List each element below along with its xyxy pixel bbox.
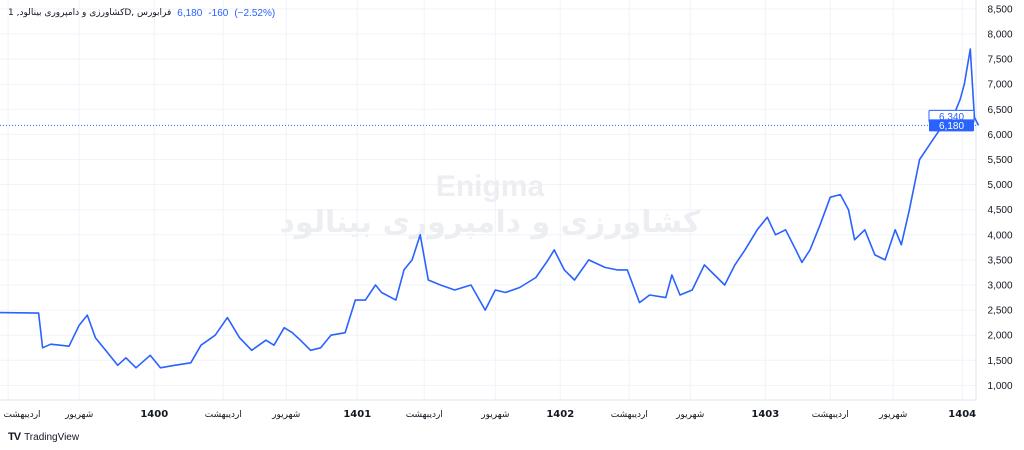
y-tick-label: 7,000: [987, 80, 1012, 91]
y-tick-label: 3,000: [987, 281, 1012, 292]
x-tick-label: شهریور: [878, 410, 907, 420]
watermark-line1: Enigma: [436, 170, 545, 203]
x-tick-label: شهریور: [271, 410, 300, 420]
chart-legend: کشاورزی و دامپروری بینالود, 1D, فرابورس …: [8, 8, 275, 19]
x-tick-label: اردیبهشت: [3, 410, 40, 420]
x-tick-label: 1404: [948, 409, 976, 420]
grid: [0, 0, 976, 400]
price-axis[interactable]: 1,000 1,500 2,000 2,500 3,000 3,500 4,000 4,500…: [987, 4, 1012, 392]
svg-text:6,340: 6,340: [939, 112, 964, 123]
y-tick-label: 1,000: [987, 381, 1012, 392]
y-tick-label: 6,500: [987, 105, 1012, 116]
tradingview-branding[interactable]: TV TradingView: [8, 431, 79, 443]
y-tick-label: 7,500: [987, 55, 1012, 66]
y-tick-label: 8,500: [987, 4, 1012, 15]
y-tick-label: 2,000: [987, 331, 1012, 342]
y-tick-label: 5,000: [987, 180, 1012, 191]
y-tick-label: 5,500: [987, 155, 1012, 166]
x-tick-label: 1400: [140, 409, 168, 420]
time-axis[interactable]: اردیبهشت شهریور 1400 اردیبهشت شهریور 1401 اردی…: [3, 409, 976, 420]
y-tick-label: 6,000: [987, 130, 1012, 141]
y-tick-label: 2,500: [987, 306, 1012, 317]
x-tick-label: شهریور: [480, 410, 509, 420]
x-tick-label: 1401: [343, 409, 371, 420]
y-tick-label: 4,000: [987, 230, 1012, 241]
x-tick-label: اردیبهشت: [406, 410, 443, 420]
watermark-line2: کشاورزی و دامپروری بینالود: [280, 205, 702, 240]
legend-change: -160: [208, 8, 229, 19]
y-tick-label: 1,500: [987, 356, 1012, 367]
y-tick-label: 4,500: [987, 205, 1012, 216]
x-tick-label: شهریور: [64, 410, 93, 420]
x-tick-label: اردیبهشت: [611, 410, 648, 420]
x-tick-label: 1402: [546, 409, 574, 420]
svg-text:6,180: 6,180: [939, 121, 964, 132]
x-tick-label: اردیبهشت: [812, 410, 849, 420]
y-tick-label: 3,500: [987, 255, 1012, 266]
last-price-label: 6,180: [929, 119, 974, 132]
legend-change-pct: (−2.52%): [234, 8, 276, 19]
x-tick-label: اردیبهشت: [205, 410, 242, 420]
x-tick-label: شهریور: [675, 410, 704, 420]
tradingview-name: TradingView: [24, 431, 80, 443]
legend-price: 6,180: [177, 8, 203, 19]
y-tick-label: 8,000: [987, 30, 1012, 41]
watermark: Enigma کشاورزی و دامپروری بینالود: [280, 170, 702, 240]
x-tick-label: 1403: [751, 409, 779, 420]
tradingview-logo-icon: TV: [8, 431, 21, 443]
price-series-line: [0, 48, 980, 369]
symbol-title[interactable]: کشاورزی و دامپروری بینالود, 1D, فرابورس: [8, 8, 172, 18]
